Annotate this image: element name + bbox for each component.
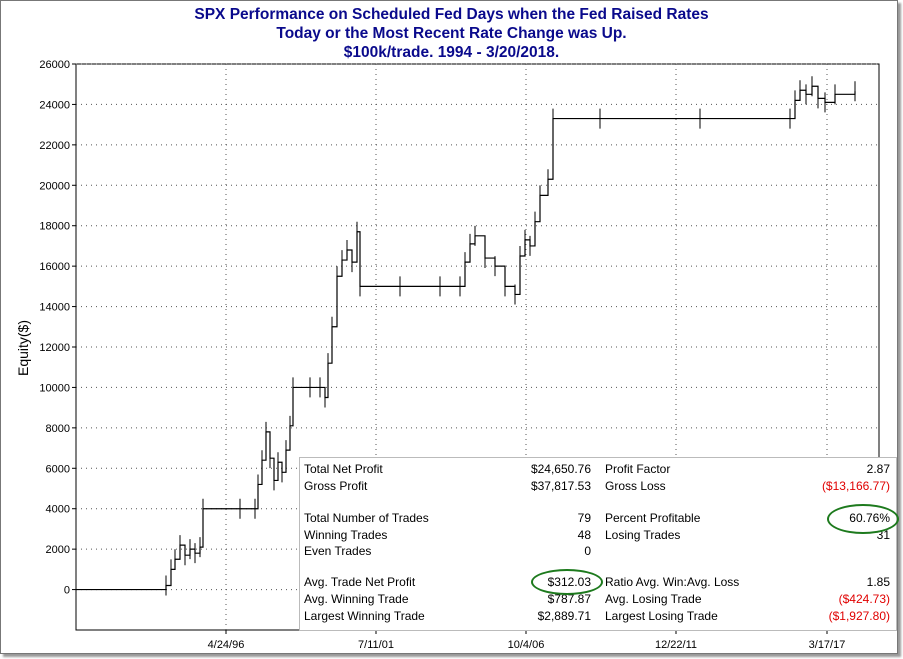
y-axis-title: Equity($): [15, 320, 31, 376]
even-trades-label: Even Trades: [304, 544, 372, 558]
winning-trades-label: Winning Trades: [304, 528, 388, 542]
equity-line: [76, 85, 856, 591]
gross-profit-label: Gross Profit: [304, 479, 368, 493]
even-trades-value: 0: [584, 544, 591, 558]
y-tick-label: 2000: [46, 544, 70, 556]
percent-profitable-label: Percent Profitable: [605, 511, 701, 525]
total-net-profit-label: Total Net Profit: [304, 462, 383, 476]
chart-title-line-3: $100k/trade. 1994 - 3/20/2018.: [343, 44, 560, 61]
y-axis: 2600024000220002000018000160001400012000…: [39, 59, 76, 597]
gross-loss-value: ($13,166.77): [821, 479, 890, 493]
avg-winning-trade-label: Avg. Winning Trade: [304, 592, 409, 606]
y-tick-label: 6000: [46, 463, 70, 475]
profit-factor-label: Profit Factor: [605, 462, 671, 476]
losing-trades-label: Losing Trades: [605, 528, 681, 542]
total-trades-label: Total Number of Trades: [304, 511, 429, 525]
equity-series: [76, 76, 856, 596]
total-trades-value: 79: [577, 511, 591, 525]
y-tick-label: 0: [64, 585, 70, 597]
x-tick-label: 7/11/01: [358, 639, 394, 651]
y-tick-label: 20000: [39, 180, 70, 192]
avg-losing-trade-label: Avg. Losing Trade: [605, 592, 702, 606]
x-tick-label: 3/17/17: [809, 639, 846, 651]
y-tick-label: 10000: [39, 382, 70, 394]
y-tick-label: 24000: [39, 99, 70, 111]
gross-profit-value: $37,817.53: [530, 479, 591, 493]
y-tick-label: 22000: [39, 140, 70, 152]
chart-title-line-1: SPX Performance on Scheduled Fed Days wh…: [194, 6, 709, 23]
stats-panel: Total Net Profit $24,650.76 Profit Facto…: [299, 457, 899, 631]
profit-factor-value: 2.87: [866, 462, 890, 476]
ratio-win-loss-value: 1.85: [866, 575, 890, 589]
y-tick-label: 16000: [39, 261, 70, 273]
chart-title-line-2: Today or the Most Recent Rate Change was…: [276, 25, 627, 42]
ratio-win-loss-label: Ratio Avg. Win:Avg. Loss: [605, 575, 740, 589]
x-axis: 4/24/96 7/11/01 10/4/06 12/22/11 3/17/17: [208, 630, 846, 651]
x-tick-label: 4/24/96: [208, 639, 245, 651]
largest-winning-trade-label: Largest Winning Trade: [304, 609, 425, 623]
y-tick-label: 4000: [46, 504, 70, 516]
y-tick-label: 26000: [39, 59, 70, 71]
largest-losing-trade-value: ($1,927.80): [828, 609, 890, 623]
largest-winning-trade-value: $2,889.71: [537, 609, 591, 623]
avg-winning-trade-value: $787.87: [547, 592, 591, 606]
y-tick-label: 14000: [39, 302, 70, 314]
avg-trade-highlight-ring: [531, 569, 603, 595]
y-tick-label: 8000: [46, 423, 70, 435]
percent-profitable-highlight-ring: [827, 504, 899, 534]
winning-trades-value: 48: [577, 528, 591, 542]
avg-trade-net-profit-label: Avg. Trade Net Profit: [304, 575, 416, 589]
largest-losing-trade-label: Largest Losing Trade: [605, 609, 718, 623]
y-tick-label: 12000: [39, 342, 70, 354]
avg-losing-trade-value: ($424.73): [838, 592, 890, 606]
x-tick-label: 12/22/11: [655, 639, 697, 651]
gross-loss-label: Gross Loss: [605, 479, 666, 493]
y-tick-label: 18000: [39, 221, 70, 233]
total-net-profit-value: $24,650.76: [530, 462, 591, 476]
x-tick-label: 10/4/06: [508, 639, 545, 651]
